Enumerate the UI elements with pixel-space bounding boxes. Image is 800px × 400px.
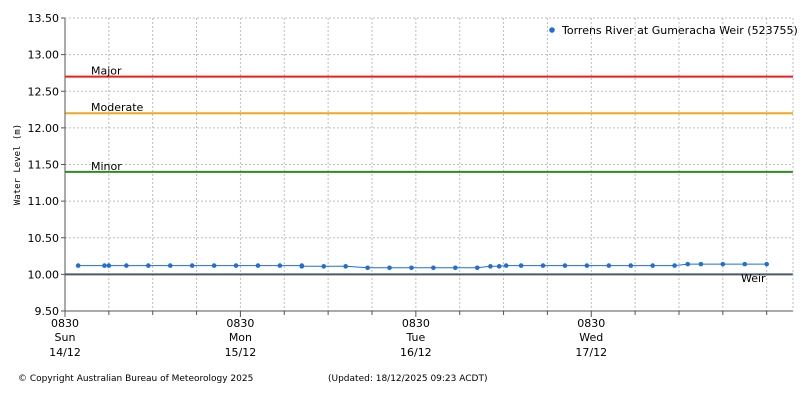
data-point	[488, 264, 493, 269]
data-point	[299, 264, 305, 269]
data-point	[606, 263, 612, 268]
x-tick-date: 16/12	[400, 346, 432, 359]
x-tick-date: 15/12	[225, 346, 257, 359]
x-tick-date: 17/12	[575, 346, 607, 359]
threshold-label-minor: Minor	[91, 160, 122, 173]
data-point	[720, 261, 726, 267]
data-point	[189, 263, 195, 268]
data-point	[211, 263, 217, 268]
y-tick-label: 13.00	[28, 49, 60, 62]
y-tick-label: 10.50	[28, 232, 60, 245]
data-point	[503, 263, 509, 268]
x-tick-day: Sun	[55, 331, 76, 344]
data-point	[453, 265, 458, 271]
data-point	[365, 265, 370, 271]
y-tick-label: 11.50	[28, 159, 60, 172]
data-point	[124, 263, 129, 268]
x-tick-time: 0830	[51, 317, 79, 330]
x-tick-time: 0830	[226, 317, 254, 330]
data-point	[518, 263, 524, 268]
data-point	[742, 261, 748, 267]
data-point	[764, 261, 769, 267]
data-point	[562, 263, 568, 268]
data-point	[650, 263, 655, 268]
data-point	[496, 264, 502, 269]
threshold-label-moderate: Moderate	[91, 101, 144, 114]
threshold-label-major: Major	[91, 65, 122, 78]
y-tick-label: 11.00	[28, 195, 60, 208]
x-tick-date: 14/12	[49, 346, 81, 359]
legend-label: Torrens River at Gumeracha Weir (523755)	[561, 24, 798, 37]
data-point	[146, 263, 151, 268]
updated-timestamp: (Updated: 18/12/2025 09:23 ACDT)	[328, 374, 488, 384]
copyright-text: © Copyright Australian Bureau of Meteoro…	[18, 374, 254, 384]
data-point	[672, 263, 677, 268]
data-point	[255, 263, 261, 268]
y-tick-label: 9.50	[35, 305, 60, 318]
data-point	[540, 263, 546, 268]
data-point	[685, 261, 691, 267]
data-point	[106, 263, 112, 268]
legend-marker	[549, 27, 555, 33]
x-tick-time: 0830	[402, 317, 430, 330]
y-tick-label: 13.50	[28, 12, 60, 25]
data-point	[474, 265, 480, 271]
data-point	[387, 265, 392, 271]
data-point	[167, 263, 173, 268]
y-tick-label: 12.50	[28, 85, 60, 98]
x-tick-day: Mon	[229, 331, 252, 344]
data-point	[431, 265, 436, 271]
data-point	[628, 263, 634, 268]
data-point	[343, 264, 348, 269]
x-tick-time: 0830	[577, 317, 605, 330]
data-point	[584, 263, 590, 268]
x-tick-day: Wed	[579, 331, 603, 344]
data-point	[277, 263, 283, 268]
y-tick-label: 12.00	[28, 122, 60, 135]
x-tick-day: Tue	[405, 331, 425, 344]
data-point	[698, 261, 704, 267]
y-axis-label: Water Level (m)	[13, 124, 23, 205]
data-point	[102, 263, 107, 268]
data-point	[75, 263, 81, 268]
y-tick-label: 10.00	[28, 268, 60, 281]
threshold-label-weir: Weir	[741, 272, 766, 285]
data-point	[321, 264, 327, 269]
data-point	[233, 263, 239, 268]
data-point	[409, 265, 414, 271]
